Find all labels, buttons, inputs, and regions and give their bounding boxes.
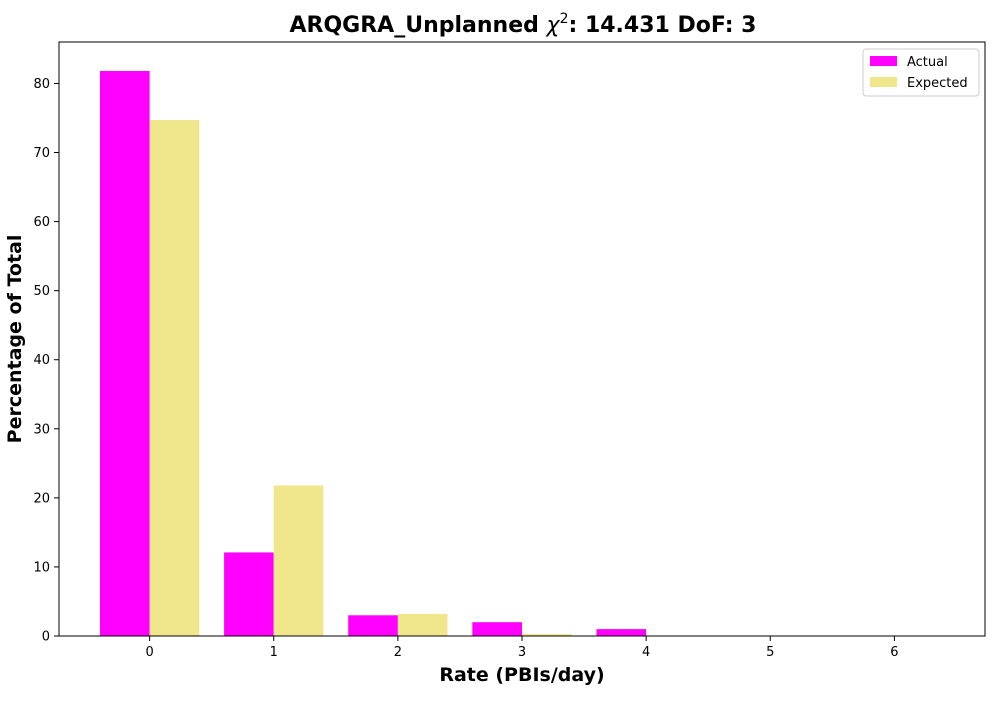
y-tick-label: 0 bbox=[42, 630, 50, 645]
x-tick-label: 2 bbox=[394, 645, 402, 660]
bar-expected-2 bbox=[397, 613, 448, 636]
x-tick-label: 0 bbox=[145, 645, 153, 660]
bar-expected-0 bbox=[149, 120, 200, 637]
x-tick-label: 3 bbox=[518, 645, 526, 660]
x-axis-label: Rate (PBIs/day) bbox=[439, 664, 604, 686]
x-tick-label: 4 bbox=[642, 645, 650, 660]
bar-expected-1 bbox=[273, 485, 324, 636]
y-tick-label: 40 bbox=[33, 353, 50, 368]
y-tick-label: 50 bbox=[33, 284, 50, 299]
bars-layer bbox=[99, 71, 647, 637]
legend-label-actual: Actual bbox=[907, 55, 948, 70]
x-tick-label: 6 bbox=[890, 645, 898, 660]
legend-swatch-expected bbox=[870, 77, 897, 87]
y-tick-label: 80 bbox=[33, 77, 50, 92]
bar-actual-2 bbox=[348, 615, 398, 636]
legend: Actual Expected bbox=[862, 48, 980, 97]
bar-actual-1 bbox=[224, 552, 274, 636]
chart-title: ARQGRA_Unplanned χ2: 14.431 DoF: 3 bbox=[290, 11, 757, 38]
y-tick-label: 60 bbox=[33, 215, 50, 230]
bar-expected-3 bbox=[522, 633, 572, 636]
bar-actual-3 bbox=[472, 622, 522, 636]
legend-swatch-actual bbox=[870, 56, 897, 66]
y-tick-label: 20 bbox=[33, 491, 50, 506]
x-tick-label: 5 bbox=[766, 645, 774, 660]
x-tick-label: 1 bbox=[270, 645, 278, 660]
bar-actual-4 bbox=[596, 629, 647, 636]
y-tick-label: 30 bbox=[33, 422, 50, 437]
y-axis-label: Percentage of Total bbox=[4, 235, 26, 444]
y-tick-label: 70 bbox=[33, 146, 50, 161]
legend-label-expected: Expected bbox=[907, 76, 968, 91]
y-tick-label: 10 bbox=[33, 560, 50, 575]
bar-actual-0 bbox=[99, 71, 150, 636]
